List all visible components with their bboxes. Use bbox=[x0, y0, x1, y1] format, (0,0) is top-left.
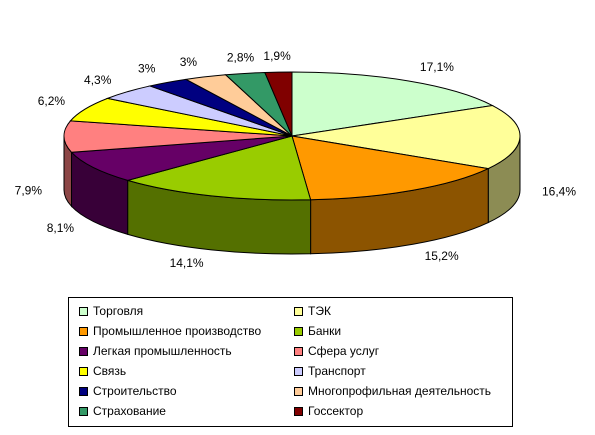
data-label: 3% bbox=[138, 62, 156, 76]
data-label: 7,9% bbox=[15, 184, 43, 198]
slice-12 bbox=[264, 71, 293, 137]
legend-swatch bbox=[294, 346, 303, 356]
slice-5 bbox=[70, 135, 293, 181]
legend-swatch bbox=[294, 326, 303, 336]
legend-label: Транспорт bbox=[308, 364, 366, 378]
legend-item: Транспорт bbox=[294, 362, 509, 380]
legend-item: Торговля bbox=[79, 302, 294, 320]
slice-1 bbox=[291, 71, 495, 137]
legend-swatch bbox=[79, 386, 88, 396]
legend-swatch bbox=[294, 306, 303, 316]
legend-label: Строительство bbox=[93, 384, 177, 398]
data-label: 8,1% bbox=[47, 221, 75, 235]
slice-6 bbox=[63, 120, 293, 153]
data-label: 17,1% bbox=[420, 60, 454, 74]
legend-label: Торговля bbox=[93, 304, 144, 318]
legend-label: Банки bbox=[308, 324, 342, 338]
legend-item: Многопрофильная деятельность bbox=[294, 382, 509, 400]
pie-slices bbox=[63, 71, 521, 201]
legend-label: ТЭК bbox=[308, 304, 331, 318]
legend-item: Сфера услуг bbox=[294, 342, 509, 360]
legend-swatch bbox=[79, 366, 88, 376]
legend-swatch bbox=[79, 326, 88, 336]
legend-swatch bbox=[294, 366, 303, 376]
legend-item: Строительство bbox=[79, 382, 294, 400]
legend-grid: Торговля ТЭК Промышленное производство Банк… bbox=[79, 302, 509, 420]
legend-label: Госсектор bbox=[308, 404, 364, 418]
data-label: 4,3% bbox=[84, 73, 112, 87]
legend-item: Госсектор bbox=[294, 402, 509, 420]
legend-label: Сфера услуг bbox=[308, 344, 380, 358]
legend-swatch bbox=[294, 386, 303, 396]
legend-swatch bbox=[79, 406, 88, 416]
legend-item: Банки bbox=[294, 322, 509, 340]
legend-label: Многопрофильная деятельность bbox=[308, 384, 492, 398]
legend-label: Легкая промышленность bbox=[93, 344, 232, 358]
data-label: 16,4% bbox=[542, 185, 576, 199]
slice-2 bbox=[291, 105, 521, 170]
slice-4 bbox=[125, 135, 312, 201]
data-label: 1,9% bbox=[263, 49, 291, 63]
slice-3 bbox=[291, 135, 490, 201]
data-label: 2,8% bbox=[227, 51, 255, 65]
data-label: 6,2% bbox=[38, 94, 66, 108]
data-label: 14,1% bbox=[170, 256, 204, 270]
legend: Торговля ТЭК Промышленное производство Банк… bbox=[68, 297, 513, 427]
legend-item: Страхование bbox=[79, 402, 294, 420]
data-label: 15,2% bbox=[425, 249, 459, 263]
legend-swatch bbox=[79, 306, 88, 316]
data-labels: 17,1% 16,4% 15,2% 14,1% 8,1% 7,9% 6,2% 4,3% 3% 3%… bbox=[15, 49, 577, 270]
legend-swatch bbox=[294, 406, 303, 416]
legend-label: Страхование bbox=[93, 404, 166, 418]
legend-item: ТЭК bbox=[294, 302, 509, 320]
legend-item: Промышленное производство bbox=[79, 322, 294, 340]
pie-chart-3d: 17,1% 16,4% 15,2% 14,1% 8,1% 7,9% 6,2% 4,3% 3% 3%… bbox=[15, 49, 577, 270]
data-label: 3% bbox=[180, 55, 198, 69]
legend-item: Связь bbox=[79, 362, 294, 380]
legend-label: Связь bbox=[93, 364, 127, 378]
legend-item: Легкая промышленность bbox=[79, 342, 294, 360]
legend-swatch bbox=[79, 346, 88, 356]
legend-label: Промышленное производство bbox=[93, 324, 262, 338]
